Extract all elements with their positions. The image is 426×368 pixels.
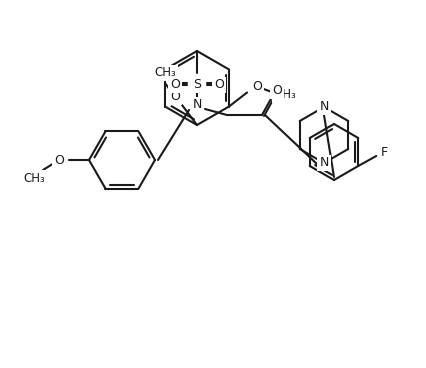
Text: S: S xyxy=(193,78,201,92)
Text: N: N xyxy=(320,156,329,170)
Text: O: O xyxy=(170,91,180,103)
Text: N: N xyxy=(320,100,329,113)
Text: N: N xyxy=(192,99,201,112)
Text: O: O xyxy=(252,80,262,93)
Text: O: O xyxy=(272,85,282,98)
Text: CH₃: CH₃ xyxy=(154,67,176,79)
Text: O: O xyxy=(170,78,180,92)
Text: CH₃: CH₃ xyxy=(23,171,45,184)
Text: O: O xyxy=(214,78,224,92)
Text: O: O xyxy=(54,153,64,166)
Text: CH₃: CH₃ xyxy=(274,88,296,101)
Text: F: F xyxy=(381,145,388,159)
